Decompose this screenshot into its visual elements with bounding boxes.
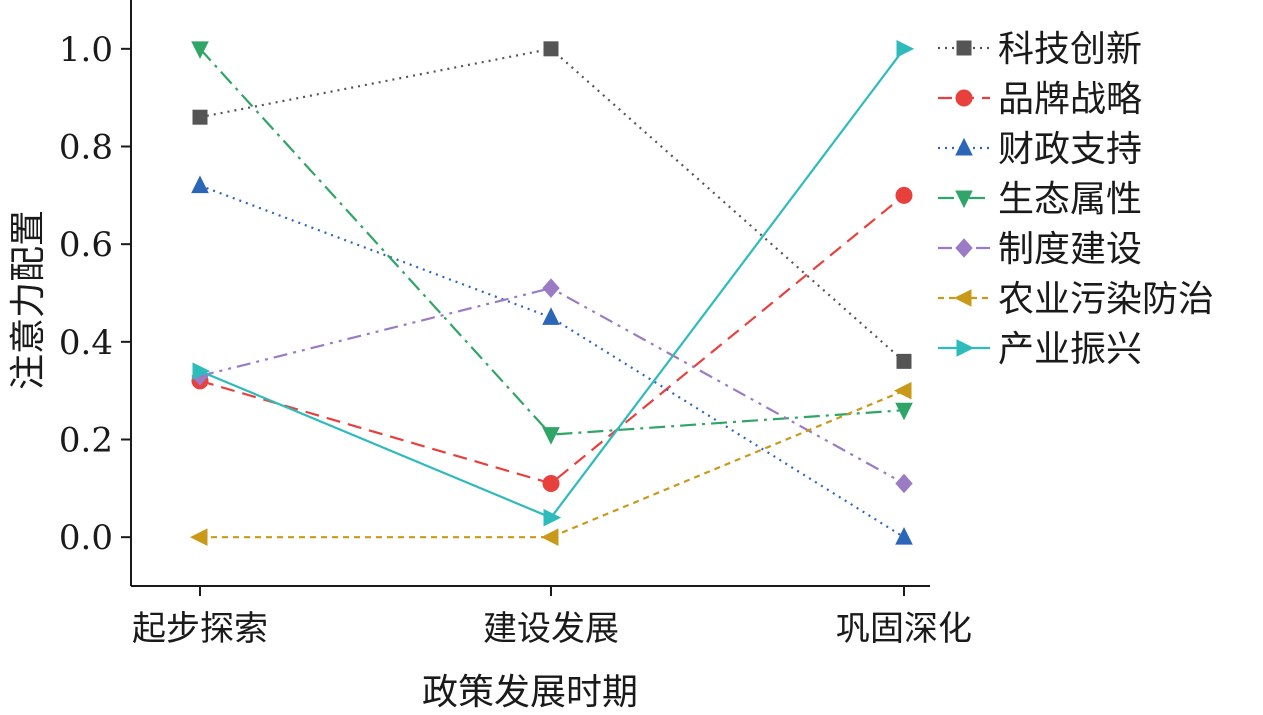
y-tick-label: 0.2 <box>59 421 113 461</box>
y-tick-label: 0.4 <box>59 323 113 363</box>
legend-item: 财政支持 <box>938 129 1142 170</box>
data-point <box>192 109 208 125</box>
x-ticks: 起步探索 建设发展 巩固深化 <box>132 586 972 649</box>
data-point <box>192 362 211 380</box>
y-axis-title: 注意力配置 <box>8 210 49 390</box>
legend-item: 科技创新 <box>938 29 1142 70</box>
data-point <box>543 41 559 57</box>
data-point <box>542 474 560 492</box>
legend-label: 品牌战略 <box>998 79 1142 120</box>
data-point <box>895 527 913 545</box>
data-point <box>893 381 912 400</box>
legend-marker <box>955 89 973 107</box>
y-ticks: 0.0 0.2 0.4 0.6 0.8 1.0 <box>59 30 131 558</box>
legend-item: 农业污染防治 <box>938 279 1214 320</box>
data-point <box>542 427 560 445</box>
legend-item: 品牌战略 <box>938 79 1142 120</box>
y-tick-label: 0.6 <box>59 225 113 265</box>
data-point <box>896 40 915 58</box>
legend-marker <box>955 137 973 156</box>
legend-marker <box>956 339 975 357</box>
legend-label: 科技创新 <box>998 29 1142 70</box>
series-1 <box>192 41 912 369</box>
series-2 <box>191 186 913 492</box>
x-tick-label: 建设发展 <box>483 609 619 649</box>
legend-marker <box>955 190 973 209</box>
legend-marker <box>953 289 972 307</box>
data-point <box>191 175 209 194</box>
data-point <box>895 186 913 204</box>
data-point <box>543 508 562 527</box>
series-4 <box>191 41 913 445</box>
legend-label: 财政支持 <box>998 129 1142 170</box>
legend-label: 制度建设 <box>998 229 1142 270</box>
data-point <box>542 278 560 298</box>
legend-item: 产业振兴 <box>938 329 1142 370</box>
series-layer <box>189 40 915 546</box>
data-point <box>540 528 559 546</box>
series-line <box>199 48 905 436</box>
series-line <box>199 184 905 539</box>
data-point <box>896 353 912 369</box>
data-point <box>542 307 560 325</box>
x-tick-label: 起步探索 <box>132 609 268 649</box>
legend-item: 制度建设 <box>938 229 1142 270</box>
series-line <box>200 389 905 539</box>
x-tick-label: 巩固深化 <box>836 609 972 649</box>
legend-item: 生态属性 <box>938 179 1142 220</box>
data-point <box>189 528 208 546</box>
legend-label: 生态属性 <box>998 179 1142 220</box>
legend-label: 农业污染防治 <box>998 279 1214 320</box>
y-tick-label: 0.0 <box>59 518 113 558</box>
data-point <box>191 41 209 59</box>
series-6 <box>189 381 912 546</box>
legend-marker <box>956 40 972 56</box>
x-axis-title: 政策发展时期 <box>422 672 638 713</box>
legend-label: 产业振兴 <box>998 329 1142 370</box>
data-point <box>895 402 913 421</box>
y-tick-label: 1.0 <box>59 30 113 70</box>
data-point <box>895 473 913 494</box>
series-3 <box>191 175 913 545</box>
y-tick-label: 0.8 <box>59 128 113 168</box>
legend-marker <box>955 238 973 258</box>
series-7 <box>192 40 915 527</box>
series-line <box>199 286 905 485</box>
